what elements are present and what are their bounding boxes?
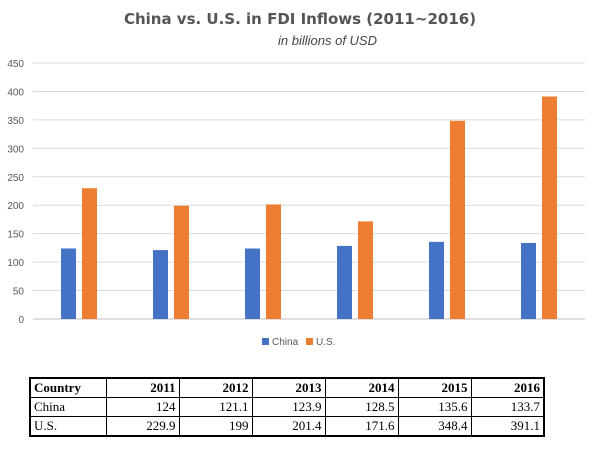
bar-us-2013 bbox=[266, 204, 281, 319]
y-tick-label: 450 bbox=[7, 59, 24, 70]
chart-subtitle: in billions of USD bbox=[278, 33, 377, 48]
y-axis-ticks: 0 50 100 150 200 250 300 350 400 450 bbox=[7, 59, 24, 326]
bar-us-2012 bbox=[174, 205, 189, 319]
table-cell: 133.7 bbox=[470, 397, 545, 417]
table-cell: 229.9 bbox=[105, 416, 180, 437]
table-cell: U.S. bbox=[29, 416, 107, 437]
bar-us-2014 bbox=[358, 221, 373, 319]
table-cell: China bbox=[29, 397, 107, 417]
y-tick-label: 250 bbox=[7, 173, 24, 184]
table-header-row: Country 2011 2012 2013 2014 2015 2016 bbox=[29, 377, 545, 398]
y-tick-label: 0 bbox=[18, 315, 24, 326]
table-cell: 171.6 bbox=[324, 416, 399, 437]
table-row: U.S. 229.9 199 201.4 171.6 348.4 391.1 bbox=[29, 416, 545, 437]
table-cell: 128.5 bbox=[324, 397, 399, 417]
table-header-cell: 2015 bbox=[397, 377, 472, 398]
bar-us-2015 bbox=[450, 120, 465, 320]
table-header-cell: 2013 bbox=[251, 377, 326, 398]
legend-label: China bbox=[272, 337, 299, 348]
data-table: Country 2011 2012 2013 2014 2015 2016 Ch… bbox=[29, 377, 545, 437]
table-header-cell: 2011 bbox=[105, 377, 180, 398]
y-tick-label: 350 bbox=[7, 116, 24, 127]
bar-china-2015 bbox=[429, 241, 444, 319]
table-header-cell: 2014 bbox=[324, 377, 399, 398]
y-tick-label: 50 bbox=[13, 287, 25, 298]
bar-china-2016 bbox=[521, 242, 536, 319]
y-tick-label: 200 bbox=[7, 201, 24, 212]
chart-title: China vs. U.S. in FDI Inflows (2011~2016… bbox=[123, 10, 477, 28]
table-cell: 135.6 bbox=[397, 397, 472, 417]
y-tick-label: 150 bbox=[7, 230, 24, 241]
table-cell: 124 bbox=[105, 397, 180, 417]
bar-china-2011 bbox=[61, 248, 76, 319]
table-cell: 348.4 bbox=[397, 416, 472, 437]
bars bbox=[61, 96, 557, 320]
y-tick-label: 100 bbox=[7, 258, 24, 269]
table-header-cell: 2016 bbox=[470, 377, 545, 398]
bar-us-2011 bbox=[82, 188, 97, 319]
legend: China U.S. bbox=[262, 337, 335, 348]
table-row: China 124 121.1 123.9 128.5 135.6 133.7 bbox=[29, 397, 545, 417]
bar-china-2013 bbox=[245, 248, 260, 319]
gridlines bbox=[33, 62, 585, 320]
table-header-cell: 2012 bbox=[178, 377, 253, 398]
legend-swatch bbox=[262, 338, 269, 345]
bar-us-2016 bbox=[542, 96, 557, 319]
table-cell: 199 bbox=[178, 416, 253, 437]
bar-china-2012 bbox=[153, 250, 168, 319]
bar-chart: 0 50 100 150 200 250 300 350 400 450 China U.S. bbox=[7, 59, 585, 348]
y-tick-label: 400 bbox=[7, 87, 24, 98]
table-cell: 201.4 bbox=[251, 416, 326, 437]
table-header-cell: Country bbox=[29, 377, 107, 398]
bar-china-2014 bbox=[337, 245, 352, 319]
legend-swatch bbox=[306, 338, 313, 345]
table-cell: 121.1 bbox=[178, 397, 253, 417]
table-cell: 123.9 bbox=[251, 397, 326, 417]
table-cell: 391.1 bbox=[470, 416, 545, 437]
legend-label: U.S. bbox=[316, 337, 335, 348]
y-tick-label: 300 bbox=[7, 144, 24, 155]
